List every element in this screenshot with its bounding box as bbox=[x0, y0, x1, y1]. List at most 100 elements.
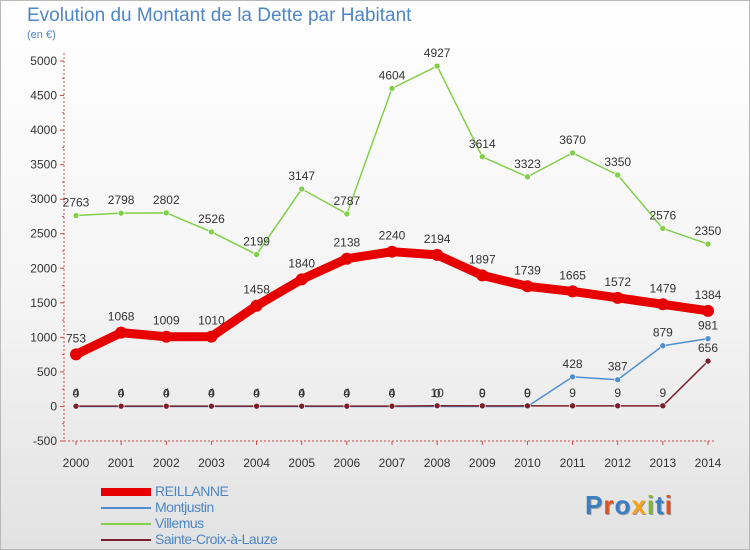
series-point-2 bbox=[208, 228, 215, 236]
logo-letter: i bbox=[646, 490, 656, 520]
data-label-2: 2802 bbox=[153, 193, 180, 207]
data-label-1: 0 bbox=[253, 386, 260, 400]
logo-letter: P bbox=[585, 490, 604, 520]
x-tick-label: 2007 bbox=[379, 456, 406, 470]
data-label-0: 1572 bbox=[604, 275, 631, 289]
data-label-2: 3323 bbox=[514, 157, 541, 171]
series-point-2 bbox=[253, 251, 260, 258]
data-label-1: 0 bbox=[524, 386, 531, 400]
logo-letter: o bbox=[614, 490, 632, 520]
data-label-0: 1665 bbox=[559, 268, 586, 282]
data-label-3: 4 bbox=[253, 386, 260, 400]
series-point-3 bbox=[478, 402, 486, 410]
data-label-2: 2350 bbox=[695, 224, 722, 238]
data-label-3: 656 bbox=[698, 341, 718, 355]
legend-item-sainte-croix: Sainte-Croix-à-Lauze bbox=[101, 531, 361, 548]
legend-label-montjustin: Montjustin bbox=[155, 499, 214, 515]
series-point-1 bbox=[614, 376, 622, 384]
x-tick-label: 2008 bbox=[424, 456, 451, 470]
data-label-1: 428 bbox=[563, 357, 583, 371]
series-point-0 bbox=[70, 348, 82, 361]
series-point-0 bbox=[566, 285, 579, 298]
series-point-2 bbox=[162, 209, 170, 217]
series-point-3 bbox=[569, 402, 576, 410]
y-tick-label: 4500 bbox=[30, 89, 57, 103]
series-point-0 bbox=[205, 330, 218, 343]
series-point-2 bbox=[524, 173, 531, 181]
y-tick-label: 500 bbox=[37, 365, 57, 379]
series-point-3 bbox=[614, 402, 622, 410]
data-label-3: 9 bbox=[569, 386, 576, 400]
series-point-1 bbox=[659, 342, 667, 350]
series-point-2 bbox=[614, 171, 622, 179]
chart-subtitle: (en €) bbox=[27, 29, 56, 41]
data-label-3: 9 bbox=[614, 386, 621, 400]
y-tick-label: 1000 bbox=[30, 330, 57, 344]
series-point-3 bbox=[433, 402, 441, 410]
series-point-2 bbox=[478, 153, 486, 161]
data-label-2: 3147 bbox=[288, 169, 315, 183]
data-label-0: 1739 bbox=[514, 263, 541, 277]
y-tick-label: 4000 bbox=[30, 123, 57, 137]
data-label-2: 2526 bbox=[198, 212, 225, 226]
data-label-0: 2240 bbox=[379, 229, 406, 243]
data-label-2: 4604 bbox=[379, 68, 406, 82]
data-label-0: 1010 bbox=[198, 314, 225, 328]
series-point-0 bbox=[431, 248, 444, 261]
series-point-1 bbox=[569, 373, 576, 381]
data-label-0: 753 bbox=[66, 331, 86, 345]
x-tick-label: 2013 bbox=[650, 456, 677, 470]
data-label-1: 387 bbox=[608, 360, 628, 374]
logo-letter: x bbox=[631, 490, 647, 520]
series-point-0 bbox=[160, 330, 173, 343]
series-point-3 bbox=[343, 402, 351, 410]
data-label-1: 879 bbox=[653, 326, 673, 340]
series-point-3 bbox=[253, 402, 260, 410]
series-point-2 bbox=[433, 62, 441, 70]
data-label-3: 9 bbox=[524, 386, 531, 400]
data-label-1: 981 bbox=[698, 319, 718, 333]
x-tick-label: 2002 bbox=[153, 456, 180, 470]
x-tick-label: 2005 bbox=[288, 456, 315, 470]
series-point-3 bbox=[117, 402, 125, 410]
data-label-0: 1479 bbox=[650, 281, 677, 295]
series-point-0 bbox=[386, 245, 398, 258]
data-label-1: 0 bbox=[163, 386, 170, 400]
x-tick-label: 2011 bbox=[560, 456, 586, 470]
data-label-2: 2199 bbox=[243, 235, 270, 249]
series-point-3 bbox=[659, 402, 667, 410]
legend: REILLANNE Montjustin Villemus Sainte-Cro… bbox=[101, 483, 361, 548]
data-label-2: 3350 bbox=[604, 155, 631, 169]
y-tick-label: 5000 bbox=[30, 54, 57, 68]
legend-swatch-montjustin bbox=[101, 507, 151, 509]
series-point-1 bbox=[704, 335, 712, 342]
legend-swatch-sainte-croix bbox=[101, 539, 151, 541]
logo-letter: i bbox=[664, 490, 673, 520]
data-label-1: 0 bbox=[118, 386, 125, 400]
data-label-1: 0 bbox=[298, 386, 305, 400]
y-tick-label: 3000 bbox=[30, 192, 57, 206]
legend-label-villemus: Villemus bbox=[155, 515, 204, 531]
series-point-0 bbox=[611, 291, 624, 304]
series-point-2 bbox=[117, 209, 125, 217]
legend-item-reillanne: REILLANNE bbox=[101, 483, 361, 500]
y-tick-label: 1500 bbox=[30, 296, 57, 310]
series-point-0 bbox=[656, 298, 669, 311]
series-point-0 bbox=[115, 326, 128, 339]
logo-letter: t bbox=[655, 490, 665, 520]
series-point-3 bbox=[208, 402, 215, 410]
data-label-3: 9 bbox=[660, 386, 667, 400]
data-label-2: 4927 bbox=[424, 46, 451, 60]
y-tick-label: 3500 bbox=[30, 158, 57, 172]
data-label-0: 1840 bbox=[288, 256, 315, 270]
data-label-3: 4 bbox=[118, 386, 125, 400]
series-point-0 bbox=[295, 273, 308, 286]
data-label-3: 4 bbox=[208, 386, 215, 400]
data-label-1: 0 bbox=[434, 386, 441, 400]
series-point-3 bbox=[388, 402, 396, 410]
data-label-1: 0 bbox=[479, 386, 486, 400]
series-point-2 bbox=[388, 85, 396, 92]
y-tick-label: 0 bbox=[50, 399, 57, 413]
chart-title: Evolution du Montant de la Dette par Hab… bbox=[27, 5, 412, 26]
